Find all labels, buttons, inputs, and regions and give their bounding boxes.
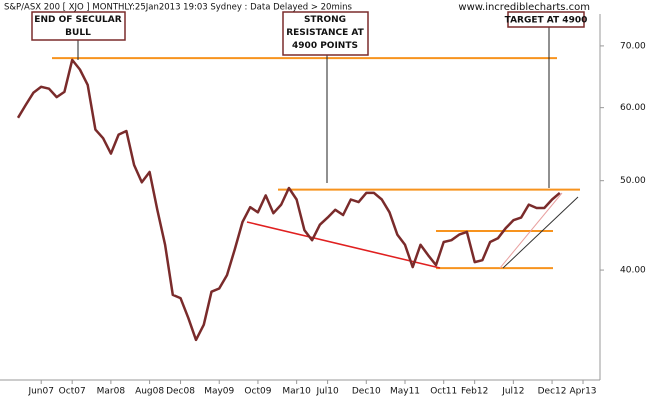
annotation: END OF SECULAR BULL	[34, 15, 121, 38]
y-tick-label: 50.00	[620, 176, 646, 186]
y-tick-label: 40.00	[620, 266, 646, 276]
x-tick-label: Jul10	[315, 387, 339, 397]
x-tick-label: Feb12	[461, 387, 488, 397]
x-tick-label: May11	[390, 387, 420, 397]
x-tick-label: Dec12	[538, 387, 567, 397]
trend-line	[502, 196, 579, 269]
x-tick-label: Dec08	[166, 387, 195, 397]
trend-line	[246, 221, 441, 269]
y-tick-label: 70.00	[620, 41, 646, 51]
x-tick-label: Mar08	[97, 387, 126, 397]
x-tick-label: Aug08	[135, 387, 164, 397]
x-tick-label: Jun07	[27, 387, 54, 397]
x-tick-label: Jul12	[501, 387, 524, 397]
annotation: STRONG RESISTANCE AT 4900 POINTS	[286, 15, 364, 51]
trend-line	[499, 192, 563, 269]
x-tick-label: Oct09	[244, 387, 271, 397]
callout-box	[31, 11, 126, 41]
callout-box	[507, 11, 585, 28]
price-line	[16, 58, 561, 342]
y-tick-label: 60.00	[620, 103, 646, 113]
chart-title: S&P/ASX 200 [ XJO ] MONTHLY:25Jan2013 19…	[4, 3, 352, 13]
x-tick-label: May09	[204, 387, 234, 397]
x-tick-label: Oct11	[430, 387, 457, 397]
annotation: TARGET AT 4900	[505, 16, 588, 26]
x-tick-label: Dec10	[352, 387, 381, 397]
callout-box	[282, 11, 369, 56]
watermark: www.incrediblecharts.com	[458, 2, 590, 13]
x-tick-label: Mar10	[282, 387, 311, 397]
x-tick-label: Apr13	[570, 387, 597, 397]
x-tick-label: Oct07	[59, 387, 86, 397]
